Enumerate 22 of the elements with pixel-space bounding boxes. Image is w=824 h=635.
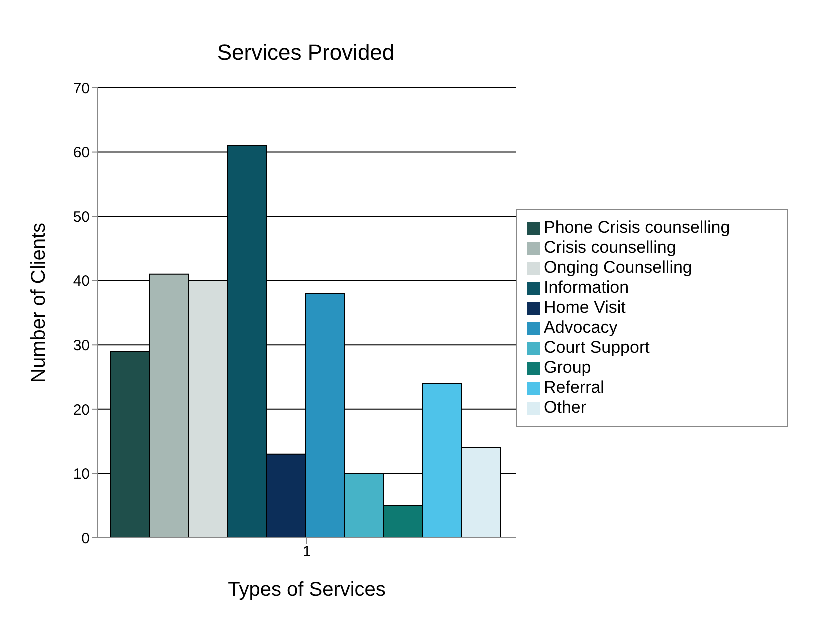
legend-label: Referral <box>544 378 604 397</box>
y-tick-label: 20 <box>73 402 90 419</box>
x-axis-title: Types of Services <box>228 579 386 601</box>
legend-label: Crisis counselling <box>544 238 676 257</box>
y-tick-label: 70 <box>73 80 90 98</box>
chart-title: Services Provided <box>216 40 396 66</box>
legend-label: Home Visit <box>544 298 626 317</box>
legend-label: Court Support <box>544 338 650 357</box>
y-axis-title: Number of Clients <box>28 222 50 383</box>
y-tick-label: 30 <box>73 337 90 354</box>
x-tick-label: 1 <box>302 544 312 561</box>
legend-label: Onging Counselling <box>544 258 692 277</box>
legend-label: Advocacy <box>544 318 618 337</box>
legend-label: Group <box>544 358 592 377</box>
y-tick-label: 0 <box>82 530 90 548</box>
y-tick-label: 50 <box>73 208 90 226</box>
y-tick-label: 40 <box>73 273 90 290</box>
legend-label: Phone Crisis counselling <box>544 218 730 237</box>
legend-label: Information <box>544 278 630 297</box>
y-tick-label: 60 <box>73 144 90 162</box>
y-tick-label: 10 <box>73 466 90 484</box>
legend-label: Other <box>544 398 587 417</box>
